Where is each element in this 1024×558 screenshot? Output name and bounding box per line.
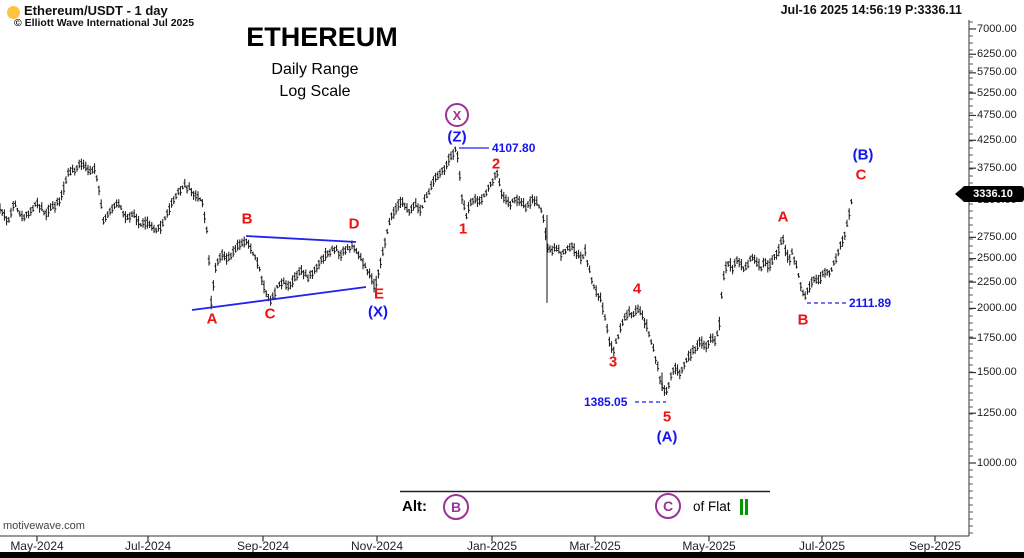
wave-label-blue: (X) — [368, 303, 388, 321]
instrument-dot-icon — [7, 6, 20, 19]
price-axis-tick: 2750.00 — [977, 230, 1017, 243]
last-quote-timestamp: Jul-16 2025 14:56:19 P:3336.11 — [780, 3, 962, 17]
wave-label-red: C — [855, 166, 867, 184]
wave-label-red: 4 — [632, 280, 642, 298]
wave-label-blue: (B) — [852, 146, 874, 164]
wave-label-red: D — [348, 215, 360, 233]
wave-label-blue: (A) — [656, 428, 678, 446]
copyright-text: © Elliott Wave International Jul 2025 — [14, 17, 195, 29]
time-axis-tick: Jan-2025 — [466, 539, 518, 553]
pause-bars-icon — [740, 499, 748, 515]
time-axis-tick: May-2024 — [10, 539, 64, 553]
price-axis-tick: 5250.00 — [977, 86, 1017, 99]
alt-label: Alt: — [402, 498, 427, 515]
price-axis-tick: 5750.00 — [977, 66, 1017, 79]
wave-label-red: C — [264, 305, 276, 323]
chart-subtitle-range: Daily Range — [271, 61, 359, 78]
time-axis-tick: Jul-2025 — [798, 539, 846, 553]
price-axis-tick: 4250.00 — [977, 133, 1017, 146]
price-axis-tick: 3750.00 — [977, 161, 1017, 174]
chart-title: ETHEREUM — [246, 22, 398, 52]
wave-label-red: E — [373, 285, 385, 303]
wave-label-red: B — [797, 311, 809, 329]
price-axis-tick: 1500.00 — [977, 366, 1017, 379]
price-axis-tick: 2000.00 — [977, 301, 1017, 314]
time-axis-tick: Jul-2024 — [124, 539, 172, 553]
time-axis-tick: Sep-2024 — [236, 539, 290, 553]
alt-circled-b-marker: B — [443, 494, 469, 520]
price-axis-tick: 7000.00 — [977, 22, 1017, 35]
time-axis-tick: Sep-2025 — [908, 539, 962, 553]
price-axis-tick: 4750.00 — [977, 109, 1017, 121]
price-axis-tick: 1000.00 — [977, 456, 1017, 469]
chart-subtitle-scale: Log Scale — [279, 83, 351, 100]
circled-x-wave-marker: X — [445, 103, 469, 127]
bottom-border-bar — [0, 552, 1024, 558]
wave-label-red: 2 — [491, 155, 501, 173]
price-axis-tick: 6250.00 — [977, 47, 1017, 60]
time-axis-tick: Nov-2024 — [350, 539, 404, 553]
price-callout: 4107.80 — [492, 141, 536, 155]
wave-label-red: 5 — [662, 408, 672, 426]
wave-label-red: A — [206, 310, 218, 328]
price-axis-tick: 2250.00 — [977, 275, 1017, 288]
of-flat-label: of Flat — [693, 499, 731, 514]
price-axis-tick: 1250.00 — [977, 406, 1017, 419]
price-badge-arrow-icon — [955, 188, 962, 200]
wave-label-red: B — [241, 210, 253, 228]
time-axis-tick: May-2025 — [682, 539, 736, 553]
price-callout: 2111.89 — [849, 296, 892, 310]
wave-label-red: 1 — [458, 220, 468, 238]
symbol-title: Ethereum/USDT - 1 day — [24, 3, 168, 18]
wave-label-red: 3 — [608, 353, 618, 371]
wave-label-blue: (Z) — [447, 128, 467, 146]
time-axis-tick: Mar-2025 — [569, 539, 621, 553]
price-callout: 1385.05 — [584, 395, 628, 409]
wave-label-red: A — [777, 208, 789, 226]
price-axis-tick: 2500.00 — [977, 252, 1017, 265]
price-axis-tick: 1750.00 — [977, 331, 1017, 344]
watermark: motivewave.com — [3, 520, 85, 532]
alt-circled-c-marker: C — [655, 493, 681, 519]
current-price-badge: 3336.10 — [955, 186, 1024, 202]
